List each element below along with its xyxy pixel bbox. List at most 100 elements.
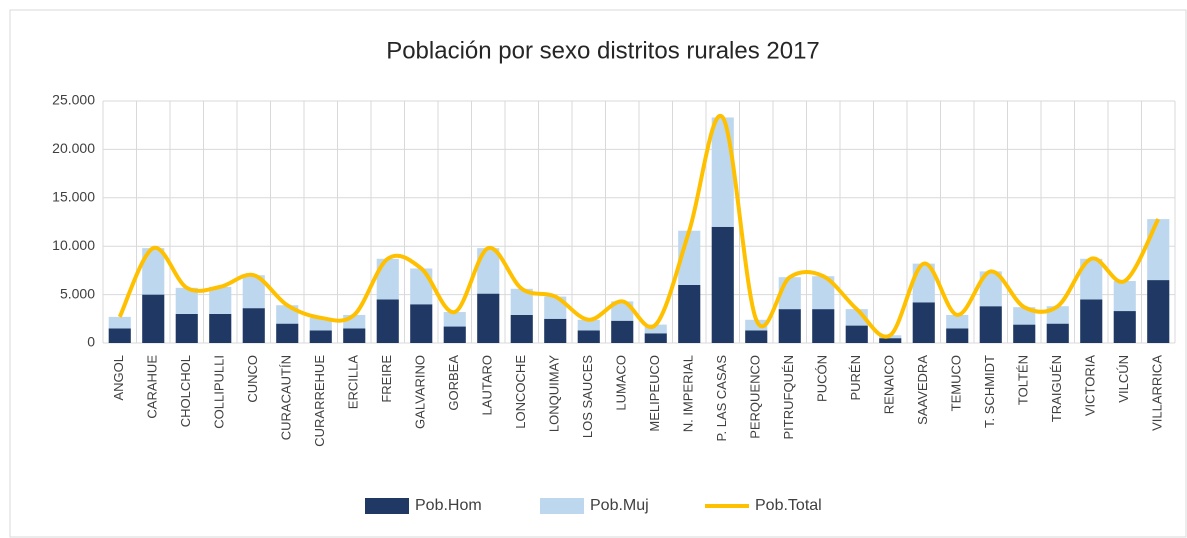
x-tick-label: P. LAS CASAS (714, 355, 729, 442)
bar (644, 333, 667, 343)
x-tick-label: PERQUENCO (748, 355, 763, 439)
y-tick-label: 0 (87, 334, 95, 350)
y-tick-label: 5.000 (60, 285, 95, 301)
bar (946, 314, 969, 329)
bar (979, 306, 1002, 343)
bar (443, 326, 466, 343)
bar (410, 304, 433, 343)
x-tick-label: ANGOL (111, 355, 126, 401)
x-tick-label: VICTORIA (1083, 355, 1098, 416)
bar (376, 258, 399, 300)
bar (1013, 324, 1036, 343)
x-tick-label: LONQUIMAY (547, 355, 562, 432)
bar (209, 286, 232, 314)
bar (1113, 311, 1136, 343)
bar (745, 319, 768, 331)
x-tick-label: CURARREHUE (312, 355, 327, 447)
total-line (117, 113, 1161, 339)
bar (1080, 299, 1103, 343)
bar (309, 330, 332, 343)
bar (711, 226, 734, 343)
bar (175, 313, 198, 343)
bar (879, 338, 902, 343)
bar (611, 320, 634, 343)
y-tick-label: 10.000 (52, 237, 95, 253)
x-tick-label: GORBEA (446, 355, 461, 411)
bar (108, 328, 131, 343)
bar (276, 323, 299, 343)
x-tick-label: LAUTARO (480, 355, 495, 415)
bar (1080, 258, 1103, 300)
x-tick-label: VILCÚN (1116, 355, 1131, 403)
bar (577, 319, 600, 331)
legend-label: Pob.Total (755, 497, 822, 514)
bar (812, 276, 835, 310)
bar (242, 275, 265, 309)
x-tick-label: MELIPEUCO (647, 355, 662, 432)
x-tick-label: TOLTÉN (1016, 355, 1031, 405)
x-tick-label: VILLARRICA (1150, 355, 1165, 431)
bar (812, 309, 835, 343)
bar (979, 271, 1002, 307)
bar (376, 299, 399, 343)
legend-label: Pob.Hom (415, 497, 482, 514)
x-tick-label: LUMACO (614, 355, 629, 411)
bar (644, 324, 667, 334)
bar (745, 330, 768, 343)
bar (108, 316, 131, 329)
x-tick-label: SAAVEDRA (915, 355, 930, 425)
bar (242, 308, 265, 343)
x-tick-label: N. IMPERIAL (681, 355, 696, 432)
x-tick-label: ERCILLA (346, 355, 361, 410)
x-tick-label: COLLIPULLI (212, 355, 227, 429)
x-tick-label: TEMUCO (949, 355, 964, 411)
bar (510, 288, 533, 315)
x-tick-label: RENAICO (882, 355, 897, 414)
bar (142, 248, 165, 295)
bar (577, 330, 600, 343)
bar (778, 309, 801, 343)
chart-frame (9, 9, 1187, 538)
bar (1113, 281, 1136, 312)
x-tick-label: FREIRE (379, 355, 394, 403)
bar (1147, 280, 1170, 343)
bar (544, 318, 567, 343)
bar (510, 314, 533, 343)
bar (343, 328, 366, 343)
bar (175, 287, 198, 314)
legend-swatch (540, 498, 584, 514)
bar (845, 325, 868, 343)
x-tick-label: TRAIGUÉN (1049, 355, 1064, 422)
x-tick-label: CHOLCHOL (178, 355, 193, 427)
y-tick-label: 20.000 (52, 140, 95, 156)
x-tick-label: PUCÓN (815, 355, 830, 402)
bar (678, 284, 701, 343)
bar (1046, 323, 1069, 343)
bar (209, 313, 232, 343)
x-tick-label: PURÉN (848, 355, 863, 401)
bar (946, 328, 969, 343)
x-tick-label: LONCOCHE (513, 355, 528, 429)
bar (477, 293, 500, 343)
y-tick-label: 25.000 (52, 92, 95, 108)
x-tick-label: CURACAUTÍN (279, 355, 294, 440)
bar (711, 117, 734, 227)
bar (142, 294, 165, 343)
x-tick-label: CUNCO (245, 355, 260, 403)
x-tick-label: GALVARINO (413, 355, 428, 429)
bar (443, 312, 466, 327)
y-tick-label: 15.000 (52, 189, 95, 205)
x-tick-label: CARAHUE (145, 355, 160, 419)
legend-swatch (365, 498, 409, 514)
chart-title: Población por sexo distritos rurales 201… (386, 37, 820, 64)
bar (410, 268, 433, 305)
bar (309, 317, 332, 331)
bar (912, 302, 935, 343)
x-tick-label: PITRUFQUÉN (781, 355, 796, 440)
bar (1147, 219, 1170, 281)
x-tick-label: LOS SAUCES (580, 355, 595, 438)
x-tick-label: T. SCHMIDT (982, 355, 997, 428)
legend-label: Pob.Muj (590, 497, 649, 514)
bar (477, 248, 500, 294)
